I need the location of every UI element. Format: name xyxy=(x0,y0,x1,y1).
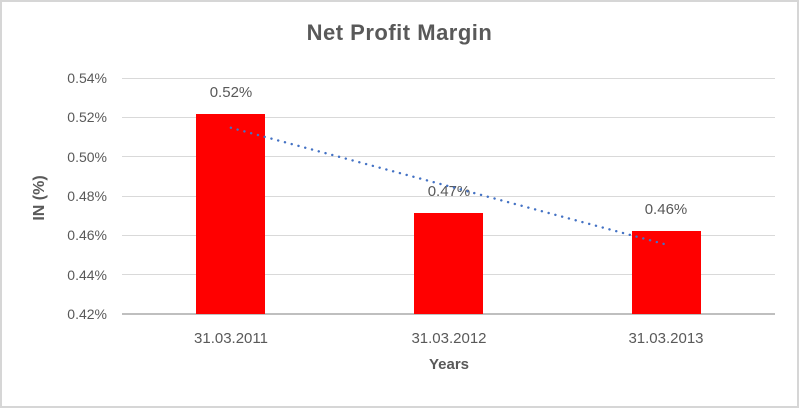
y-axis-tick-label: 0.44% xyxy=(67,267,107,283)
x-axis-line xyxy=(122,313,775,315)
y-axis-tick-label: 0.52% xyxy=(67,109,107,125)
x-axis-tick-label: 31.03.2012 xyxy=(411,330,487,347)
y-axis-tick-label: 0.50% xyxy=(67,149,107,165)
bar-31-03-2013 xyxy=(632,231,701,314)
bar-31-03-2011 xyxy=(196,114,265,314)
chart-title: Net Profit Margin xyxy=(306,20,493,45)
y-axis-tick-label: 0.46% xyxy=(67,227,107,243)
bar-value-label: 0.46% xyxy=(644,201,688,218)
y-axis-tick-label: 0.42% xyxy=(67,306,107,322)
bar-value-label: 0.52% xyxy=(209,84,253,101)
y-axis-tick-label: 0.48% xyxy=(67,188,107,204)
x-axis-tick-label: 31.03.2011 xyxy=(194,330,268,347)
gridline xyxy=(122,78,775,79)
x-axis-title: Years xyxy=(428,356,470,373)
y-axis-tick-label: 0.54% xyxy=(67,70,107,86)
bar-value-label: 0.47% xyxy=(427,183,471,200)
gridline xyxy=(122,117,775,118)
x-axis-tick-label: 31.03.2013 xyxy=(628,330,704,347)
bar-31-03-2012 xyxy=(414,213,483,314)
